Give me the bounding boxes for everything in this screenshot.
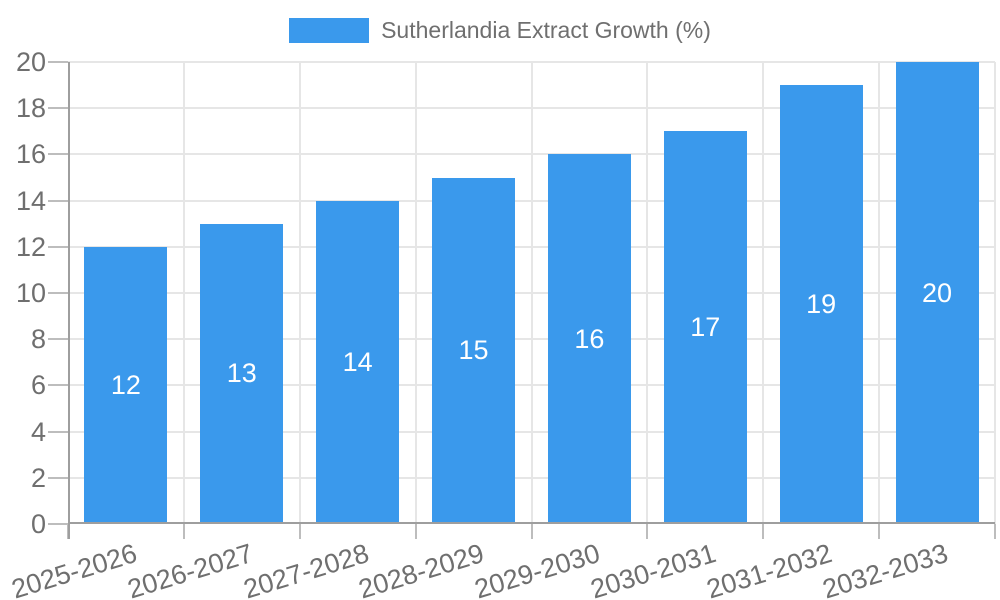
bar: 12 — [84, 246, 168, 524]
bar-value-label: 14 — [342, 346, 373, 377]
x-axis-line — [68, 522, 995, 524]
y-axis-tick — [48, 292, 68, 294]
bar-value-label: 13 — [226, 358, 257, 389]
bar-value-label: 17 — [690, 312, 721, 343]
bar-value-label: 20 — [922, 277, 953, 308]
y-tick-label: 8 — [30, 324, 46, 355]
bar: 14 — [316, 200, 400, 524]
y-tick-label: 16 — [15, 139, 46, 170]
bar: 15 — [432, 177, 516, 524]
x-tick-label: 2030-2031 — [587, 538, 720, 600]
x-tick-label: 2028-2029 — [355, 538, 488, 600]
x-axis-tick — [182, 524, 185, 539]
gridline-vertical — [530, 62, 533, 524]
y-tick-label: 0 — [30, 509, 46, 539]
bar: 17 — [663, 131, 747, 524]
bar: 20 — [895, 62, 979, 524]
legend-label: Sutherlandia Extract Growth (%) — [381, 17, 711, 43]
gridline-vertical — [298, 62, 301, 524]
y-axis-tick — [48, 107, 68, 110]
bar: 16 — [547, 154, 631, 524]
y-axis-tick — [48, 523, 68, 525]
x-axis-tick — [994, 524, 996, 539]
y-tick-label: 2 — [30, 462, 46, 493]
y-axis-tick — [48, 384, 68, 387]
gridline-vertical — [182, 62, 185, 524]
bar-value-label: 12 — [110, 369, 141, 400]
x-tick-label: 2032-2033 — [818, 538, 952, 600]
gridline-vertical — [414, 62, 417, 524]
x-tick-label: 2029-2030 — [471, 538, 604, 600]
x-tick-label: 2026-2027 — [123, 538, 256, 600]
y-tick-label: 18 — [15, 93, 46, 124]
gridline-vertical — [646, 62, 649, 524]
y-axis-line — [68, 62, 70, 539]
gridline-vertical — [762, 62, 765, 524]
legend: Sutherlandia Extract Growth (%) — [0, 17, 1000, 44]
y-tick-label: 20 — [15, 47, 46, 77]
x-axis-tick — [878, 524, 881, 539]
bar: 19 — [779, 85, 863, 524]
bar: 13 — [200, 223, 284, 524]
x-axis-tick — [762, 524, 765, 539]
y-tick-label: 14 — [15, 185, 46, 216]
y-axis-tick — [48, 61, 68, 63]
x-tick-label: 2027-2028 — [239, 538, 372, 600]
x-axis-tick — [646, 524, 649, 539]
y-axis-tick — [48, 476, 68, 479]
y-axis-tick — [48, 430, 68, 433]
bar-value-label: 15 — [458, 335, 489, 366]
bar-value-label: 16 — [574, 323, 605, 354]
x-tick-label: 2025-2026 — [7, 538, 141, 600]
plot-area: 12 13 14 15 16 17 19 20 — [48, 61, 996, 539]
x-tick-label: 2031-2032 — [703, 538, 836, 600]
y-tick-label: 6 — [30, 370, 46, 401]
y-axis-tick — [48, 338, 68, 341]
y-axis-tick — [48, 245, 68, 248]
gridline-vertical — [994, 62, 996, 524]
bar-value-label: 19 — [806, 289, 837, 320]
y-tick-label: 4 — [30, 416, 46, 447]
y-axis-tick — [48, 153, 68, 156]
x-axis-tick — [414, 524, 417, 539]
gridline-vertical — [878, 62, 881, 524]
y-tick-label: 10 — [15, 278, 46, 308]
y-axis-tick — [48, 199, 68, 202]
x-axis-tick — [298, 524, 301, 539]
legend-swatch — [289, 18, 370, 43]
y-tick-label: 12 — [15, 231, 46, 262]
x-axis-tick — [530, 524, 533, 539]
